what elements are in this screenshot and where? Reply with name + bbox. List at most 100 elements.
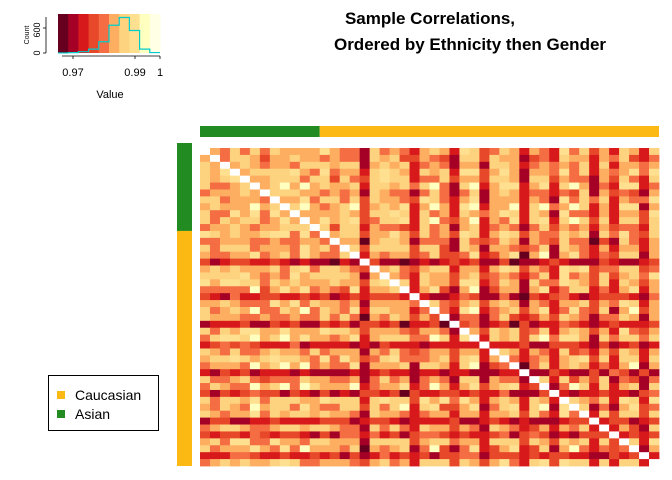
heatmap-cell xyxy=(279,438,291,446)
heatmap-cell xyxy=(269,334,281,342)
heatmap-cell xyxy=(209,313,221,322)
heatmap-cell xyxy=(379,320,390,329)
heatmap-cell xyxy=(599,355,610,363)
heatmap-cell xyxy=(609,230,620,239)
heatmap-cell xyxy=(389,196,400,204)
heatmap-cell xyxy=(239,396,251,405)
heatmap-cell xyxy=(299,265,311,273)
heatmap-cell xyxy=(559,362,570,370)
heatmap-cell xyxy=(449,313,460,322)
heatmap-cell xyxy=(589,362,600,370)
heatmap-cell xyxy=(499,369,510,377)
heatmap-cell xyxy=(249,396,261,405)
heatmap-cell xyxy=(599,182,610,190)
heatmap-cell xyxy=(539,396,550,405)
heatmap-cell xyxy=(409,431,420,439)
heatmap-cell xyxy=(479,272,490,280)
heatmap-cell xyxy=(409,355,420,363)
heatmap-cell xyxy=(369,154,381,163)
heatmap-cell xyxy=(289,307,301,315)
heatmap-cell xyxy=(329,217,341,225)
heatmap-cell xyxy=(509,369,520,377)
heatmap-cell xyxy=(379,403,390,412)
heatmap-cell xyxy=(309,313,321,322)
heatmap-cell xyxy=(519,348,530,356)
heatmap-cell xyxy=(649,417,660,425)
heatmap-cell xyxy=(299,182,311,190)
heatmap-cell xyxy=(219,362,231,370)
heatmap-cell xyxy=(629,203,640,211)
heatmap-cell xyxy=(629,210,640,218)
heatmap-cell xyxy=(329,452,341,460)
heatmap-cell xyxy=(239,369,251,377)
heatmap-cell xyxy=(299,196,311,204)
heatmap-cell xyxy=(469,272,480,280)
heatmap-cell xyxy=(359,154,371,163)
heatmap-cell xyxy=(609,189,620,197)
heatmap-cell xyxy=(499,265,510,273)
heatmap-cell xyxy=(629,320,640,329)
heatmap-cell xyxy=(339,417,351,425)
heatmap-cell xyxy=(529,307,540,315)
heatmap-cell xyxy=(649,300,660,308)
heatmap-cell xyxy=(279,410,291,419)
heatmap-cell xyxy=(329,348,341,356)
heatmap-cell xyxy=(369,445,381,453)
heatmap-cell xyxy=(339,320,351,329)
heatmap-cell xyxy=(509,182,520,190)
heatmap-cell xyxy=(379,431,390,439)
heatmap-cell xyxy=(279,341,291,349)
heatmap-cell xyxy=(499,362,510,370)
heatmap-cell xyxy=(319,327,331,336)
heatmap-cell xyxy=(489,300,500,308)
heatmap-cell xyxy=(279,203,291,211)
heatmap-cell xyxy=(369,210,381,218)
heatmap-cell xyxy=(509,341,520,349)
heatmap-cell xyxy=(489,431,500,439)
heatmap-cell xyxy=(459,383,470,391)
heatmap-cell xyxy=(259,334,271,342)
heatmap-cell xyxy=(399,279,410,287)
heatmap-cell xyxy=(609,196,620,204)
heatmap-cell xyxy=(449,355,460,363)
heatmap-cell xyxy=(369,196,381,204)
heatmap-cell xyxy=(309,355,321,363)
heatmap-cell xyxy=(379,383,390,391)
color-key-band xyxy=(88,14,100,53)
heatmap-cell xyxy=(399,452,410,460)
heatmap-cell xyxy=(479,154,490,163)
heatmap-cell xyxy=(349,175,361,183)
heatmap-cell xyxy=(499,168,510,177)
color-key-band xyxy=(68,14,79,53)
heatmap-cell xyxy=(509,459,520,467)
heatmap-cell xyxy=(529,196,540,204)
color-key-band xyxy=(78,14,90,53)
heatmap-cell xyxy=(379,452,390,460)
heatmap-cell xyxy=(639,452,650,460)
color-key-ytick-label: 0 xyxy=(32,50,42,55)
heatmap-cell xyxy=(319,279,331,287)
heatmap-cell xyxy=(209,307,221,315)
heatmap-cell xyxy=(469,424,480,432)
heatmap-cell xyxy=(219,168,231,177)
heatmap-cell xyxy=(219,459,231,467)
heatmap-cell xyxy=(589,307,600,315)
heatmap-cell xyxy=(209,161,221,170)
heatmap-cell xyxy=(249,182,261,190)
heatmap-cell xyxy=(379,175,390,183)
heatmap-cell xyxy=(519,244,530,253)
heatmap-cell xyxy=(389,424,400,432)
heatmap-cell xyxy=(200,452,211,460)
heatmap-cell xyxy=(479,334,490,342)
heatmap-cell xyxy=(459,175,470,183)
heatmap-cell xyxy=(219,369,231,377)
heatmap-cell xyxy=(449,279,460,287)
heatmap-cell xyxy=(409,148,420,156)
heatmap-cell xyxy=(429,313,440,322)
heatmap-cell xyxy=(389,203,400,211)
heatmap-cell xyxy=(509,168,520,177)
heatmap-cell xyxy=(589,196,600,204)
heatmap-cell xyxy=(429,272,440,280)
heatmap-cell xyxy=(599,279,610,287)
heatmap-cell xyxy=(469,217,480,225)
